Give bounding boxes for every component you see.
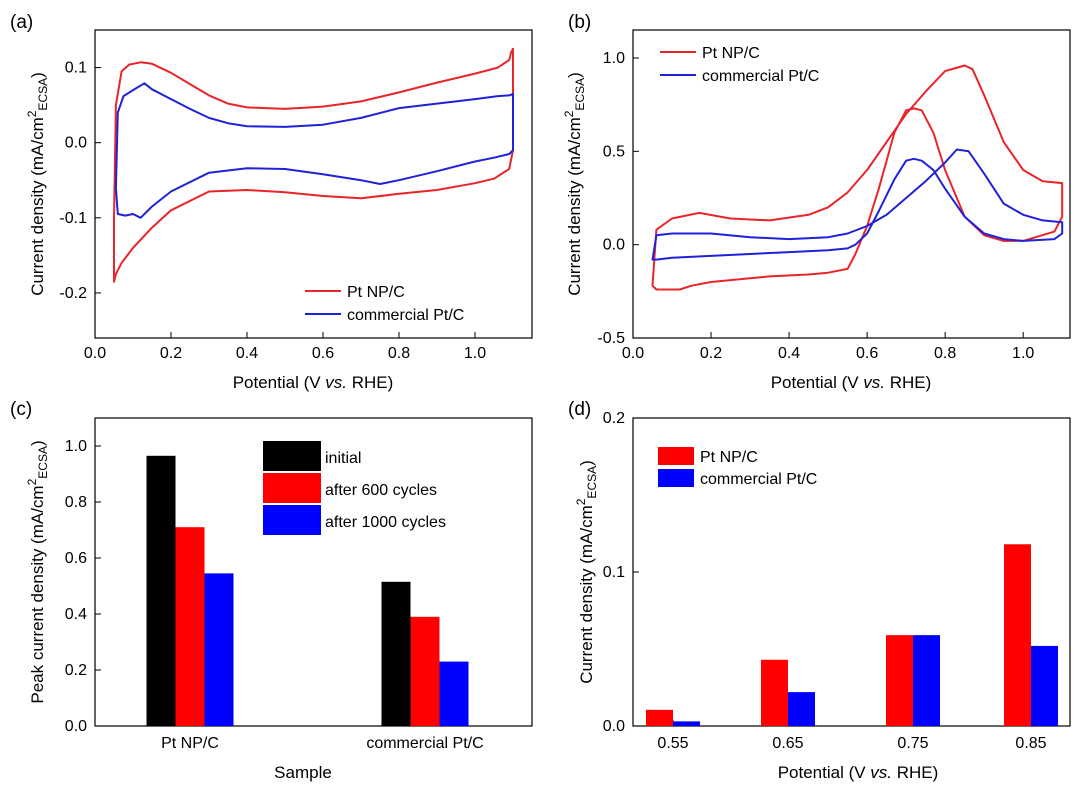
y-tick-label-b: 1.0 xyxy=(603,50,625,67)
y-tick-label-b: 0.0 xyxy=(603,237,625,254)
y-axis-label-c: Peak current density (mA/cm2ECSA) xyxy=(25,440,50,703)
plot-frame-a xyxy=(94,29,533,339)
bar-d-2-0 xyxy=(886,635,913,726)
chart-d: 0.0 0.1 0.2 0.55 0.65 0.75 0.85 Pt NP/C commerci… xyxy=(603,410,1058,752)
series-line-b-commercial-pt-c xyxy=(651,148,1064,261)
y-tick-label-c: 0.4 xyxy=(65,606,87,623)
series-line-a-commercial-pt-c xyxy=(114,82,514,219)
bar-d-3-0 xyxy=(1004,544,1031,726)
bar-d-1-0 xyxy=(761,659,788,726)
chart-a: -0.2 -0.1 0.0 0.1 0.0 0.2 0.4 0.6 0.8 1.0 Pt NP/C c… xyxy=(59,47,514,362)
chart-c: 0.0 0.2 0.4 0.6 0.8 1.0 Pt NP/C commercial Pt/C… xyxy=(65,438,484,752)
x-tick-label-d: 0.55 xyxy=(657,735,688,752)
panel-label-c: (c) xyxy=(10,399,32,420)
legend-label-c-0: initial xyxy=(325,450,361,467)
bar-d-1-1 xyxy=(788,692,815,726)
y-tick-label-a: 0.1 xyxy=(65,60,87,77)
legend-label-b-0: Pt NP/C xyxy=(702,45,760,62)
bar-d-0-0 xyxy=(646,709,673,726)
x-tick-label-a: 0.8 xyxy=(388,345,410,362)
y-axis-label-b: Current density (mA/cm2ECSA) xyxy=(562,72,587,296)
y-tick-label-d: 0.0 xyxy=(603,718,625,735)
y-axis-label-a: Current density (mA/cm2ECSA) xyxy=(25,72,50,296)
legend-swatch-d-1 xyxy=(658,469,694,487)
plot-frame-c xyxy=(94,417,533,727)
bar-c-1-2 xyxy=(439,661,469,726)
x-tick-label-b: 0.2 xyxy=(700,345,722,362)
bar-d-0-1 xyxy=(673,721,700,726)
series-line-a-pt-np-c xyxy=(113,47,514,283)
x-tick-label-b: 0.0 xyxy=(622,345,644,362)
x-axis-label-d: Potential (V vs. RHE) xyxy=(778,763,939,782)
x-tick-label-c: commercial Pt/C xyxy=(366,735,483,752)
bar-c-0-1 xyxy=(175,527,205,726)
panel-label-b: (b) xyxy=(568,12,591,33)
y-tick-label-a: -0.1 xyxy=(59,210,87,227)
x-tick-label-b: 0.4 xyxy=(778,345,800,362)
x-tick-label-a: 1.0 xyxy=(464,345,486,362)
x-axis-label-b: Potential (V vs. RHE) xyxy=(771,373,932,392)
x-tick-label-b: 0.6 xyxy=(856,345,878,362)
bar-c-0-2 xyxy=(204,573,234,726)
legend-swatch-c-2 xyxy=(263,505,321,535)
x-tick-label-b: 0.8 xyxy=(934,345,956,362)
y-tick-label-b: 0.5 xyxy=(603,143,625,160)
plot-frame-b xyxy=(632,29,1071,339)
legend-label-b-1: commercial Pt/C xyxy=(702,68,819,85)
y-tick-label-b: -0.5 xyxy=(597,330,625,347)
bar-d-3-1 xyxy=(1031,645,1058,726)
x-axis-label-a: Potential (V vs. RHE) xyxy=(233,373,394,392)
legend-label-d-1: commercial Pt/C xyxy=(700,471,817,488)
x-tick-label-c: Pt NP/C xyxy=(161,735,219,752)
legend-swatch-c-1 xyxy=(263,473,321,503)
x-tick-label-d: 0.75 xyxy=(897,735,928,752)
x-tick-label-a: 0.2 xyxy=(160,345,182,362)
bar-d-2-1 xyxy=(913,635,940,726)
panel-label-d: (d) xyxy=(568,399,591,420)
legend-swatch-d-0 xyxy=(658,447,694,465)
x-tick-label-d: 0.65 xyxy=(772,735,803,752)
y-tick-label-c: 0.6 xyxy=(65,550,87,567)
y-tick-label-a: -0.2 xyxy=(59,285,87,302)
panel-label-a: (a) xyxy=(10,12,33,33)
chart-b: -0.50.00.51.00.0 0.2 0.4 0.6 0.8 1.0Pt NP/Cco… xyxy=(597,45,1064,362)
x-tick-label-a: 0.6 xyxy=(312,345,334,362)
bar-c-1-1 xyxy=(410,616,440,726)
y-tick-label-c: 0.0 xyxy=(65,718,87,735)
x-tick-label-a: 0.4 xyxy=(236,345,258,362)
x-tick-label-b: 1.0 xyxy=(1012,345,1034,362)
x-tick-label-a: 0.0 xyxy=(84,345,106,362)
y-tick-label-c: 1.0 xyxy=(65,438,87,455)
legend-label-c-2: after 1000 cycles xyxy=(325,514,446,531)
legend-label-a-1: commercial Pt/C xyxy=(347,307,464,324)
legend-label-a-0: Pt NP/C xyxy=(347,284,405,301)
legend-swatch-c-0 xyxy=(263,441,321,471)
y-axis-label-d: Current density (mA/cm2ECSA) xyxy=(574,460,599,684)
y-tick-label-c: 0.8 xyxy=(65,494,87,511)
y-tick-label-a: 0.0 xyxy=(65,135,87,152)
legend-label-d-0: Pt NP/C xyxy=(700,449,758,466)
x-axis-label-c: Sample xyxy=(274,763,332,782)
bar-c-1-0 xyxy=(381,581,411,726)
y-tick-label-d: 0.2 xyxy=(603,410,625,427)
x-tick-label-d: 0.85 xyxy=(1015,735,1046,752)
bar-c-0-0 xyxy=(146,455,176,726)
y-tick-label-d: 0.1 xyxy=(603,564,625,581)
legend-label-c-1: after 600 cycles xyxy=(325,482,437,499)
y-tick-label-c: 0.2 xyxy=(65,662,87,679)
